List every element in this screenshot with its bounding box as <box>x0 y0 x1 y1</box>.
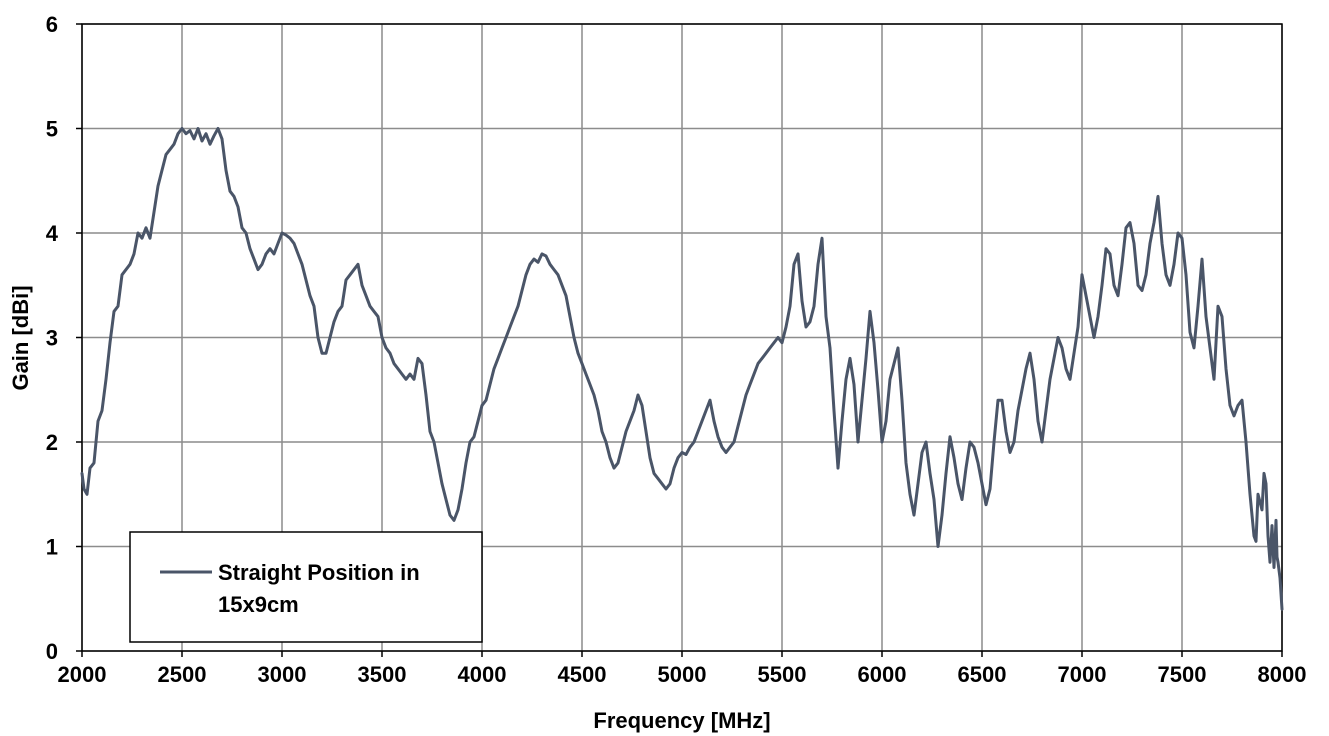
x-tick-label: 3000 <box>258 662 307 687</box>
legend-label-line-1: Straight Position in <box>218 560 420 585</box>
x-tick-label: 6000 <box>858 662 907 687</box>
x-tick-label: 7500 <box>1158 662 1207 687</box>
x-tick-label: 2000 <box>58 662 107 687</box>
y-tick-label: 1 <box>46 535 58 560</box>
legend-label-line-2: 15x9cm <box>218 592 299 617</box>
x-tick-label: 5000 <box>658 662 707 687</box>
legend-box <box>129 531 483 643</box>
y-tick-label: 2 <box>46 430 58 455</box>
x-tick-label: 2500 <box>158 662 207 687</box>
x-tick-label: 6500 <box>958 662 1007 687</box>
x-tick-label: 8000 <box>1258 662 1307 687</box>
y-tick-label: 5 <box>46 117 58 142</box>
series-line <box>80 127 1284 611</box>
y-axis-title: Gain [dBi] <box>8 285 33 390</box>
x-tick-label: 4500 <box>558 662 607 687</box>
x-axis-title: Frequency [MHz] <box>593 708 770 733</box>
x-tick-label: 5500 <box>758 662 807 687</box>
x-tick-label: 7000 <box>1058 662 1107 687</box>
x-tick-label: 4000 <box>458 662 507 687</box>
y-tick-label: 4 <box>46 221 59 246</box>
y-tick-label: 3 <box>46 326 58 351</box>
y-tick-label: 6 <box>46 12 58 37</box>
x-axis-ticks: 2000 2500 3000 3500 4000 4500 5000 5500 6000 6500… <box>58 651 1307 687</box>
y-axis-ticks: 0 1 2 3 4 5 6 <box>46 12 82 664</box>
y-tick-label: 0 <box>46 639 58 664</box>
legend: Straight Position in 15x9cm <box>129 531 483 643</box>
x-tick-label: 3500 <box>358 662 407 687</box>
